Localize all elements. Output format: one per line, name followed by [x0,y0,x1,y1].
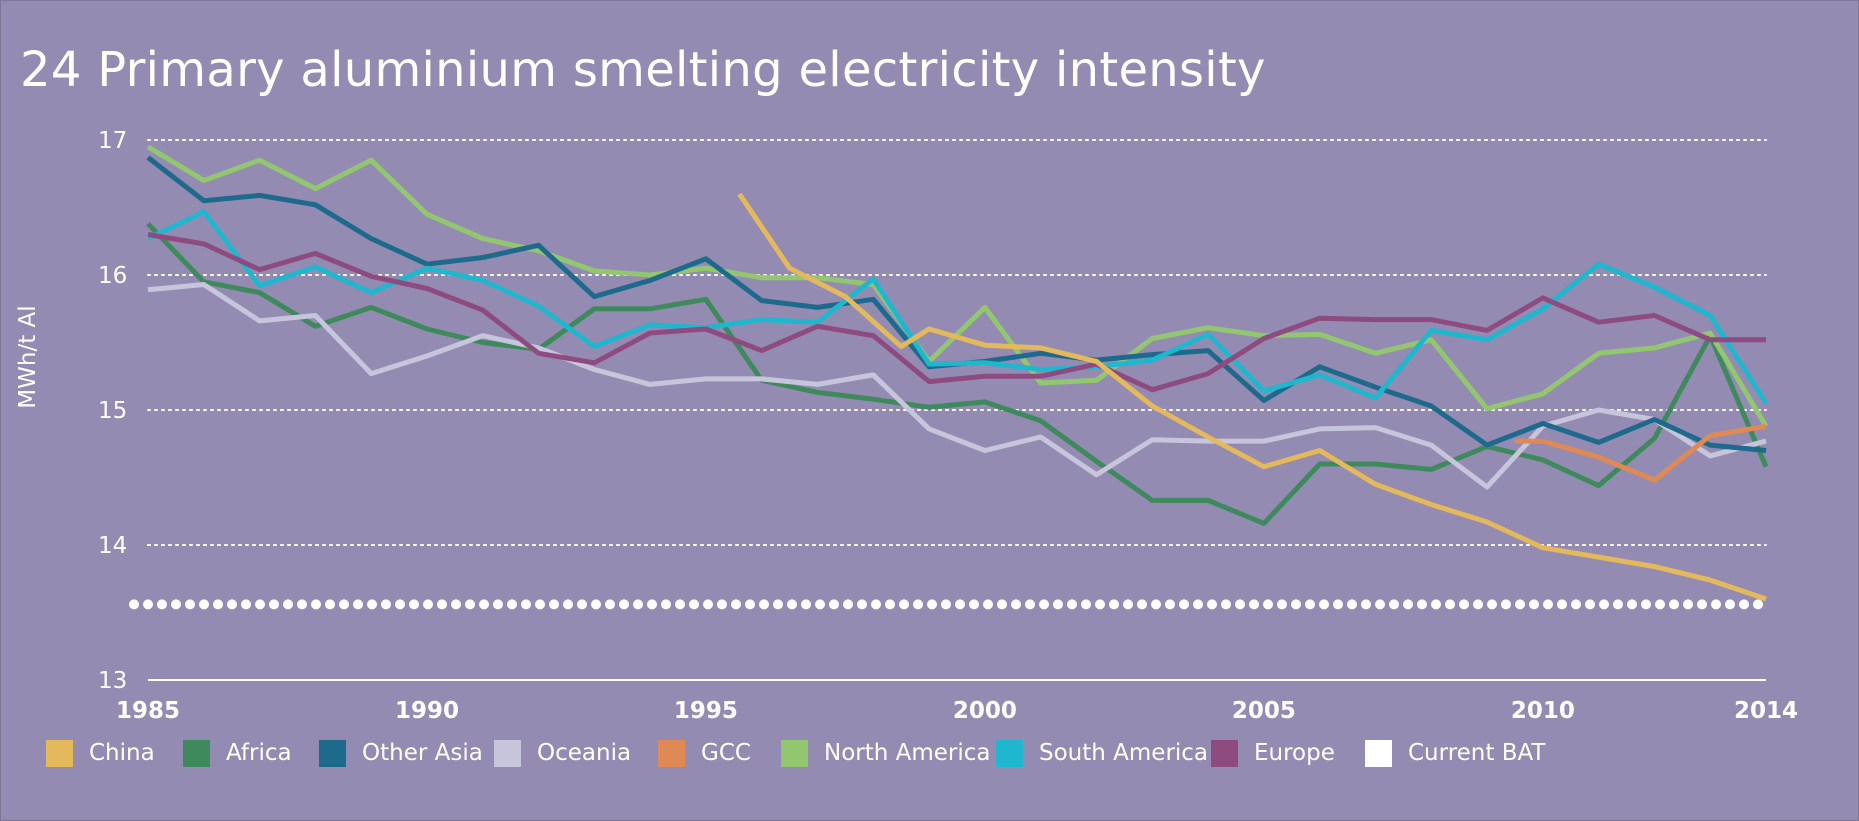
x-tick-label: 2005 [1232,698,1296,724]
chart-title: 24 Primary aluminium smelting electricit… [20,42,1266,98]
legend-swatch [1365,739,1392,767]
series-north-america-line [146,144,1769,428]
legend-label: Current BAT [1408,740,1546,766]
series-africa-line [146,221,1769,526]
legend-label: China [89,740,155,766]
y-axis-ticks: 13 14 15 16 17 [98,128,127,694]
legend-swatch [183,739,210,767]
y-axis-label: MWh/t Al [15,305,41,408]
series-china-line [737,192,1767,602]
legend-item: GCC [658,738,751,768]
legend-swatch [1211,739,1238,767]
legend-item: North America [781,738,991,768]
series-lines [129,144,1771,610]
legend-swatch [46,739,73,767]
legend-item: China [46,738,155,768]
legend-label: Africa [226,740,292,766]
legend-item: Other Asia [319,738,483,768]
x-tick-label: 2000 [953,698,1017,724]
legend-label: Europe [1254,740,1335,766]
legend-item: Europe [1211,738,1335,768]
series-south-america-line [146,209,1769,405]
x-tick-label: 2014 [1734,698,1798,724]
x-axis-ticks: 1985 1990 1995 2000 2005 2010 2014 [116,698,1798,724]
y-tick-label: 14 [98,533,127,559]
legend-label: GCC [701,740,751,766]
legend-item: South America [996,738,1208,768]
legend: China Africa Other Asia Oceania GCC Nort… [46,738,1846,778]
x-tick-label: 1990 [395,698,459,724]
y-tick-label: 15 [98,398,127,424]
legend-item: Current BAT [1365,738,1545,768]
series-oceania-line [147,282,1767,490]
legend-item: Oceania [494,738,631,768]
x-tick-label: 1995 [674,698,738,724]
legend-swatch [996,739,1023,767]
legend-swatch [781,739,808,767]
legend-swatch [319,739,346,767]
legend-label: Oceania [537,740,632,766]
y-tick-label: 13 [98,668,127,694]
legend-label: South America [1039,740,1209,766]
x-tick-label: 2010 [1511,698,1575,724]
legend-label: North America [824,740,991,766]
gridlines [147,139,1767,681]
legend-item: Africa [183,738,292,768]
y-tick-label: 16 [98,263,127,289]
series-gcc-line [1514,423,1767,483]
x-tick-label: 1985 [116,698,180,724]
series-europe-line [147,232,1766,393]
legend-swatch [494,739,521,767]
legend-label: Other Asia [362,740,483,766]
legend-swatch [658,739,685,767]
y-tick-label: 17 [98,128,127,154]
